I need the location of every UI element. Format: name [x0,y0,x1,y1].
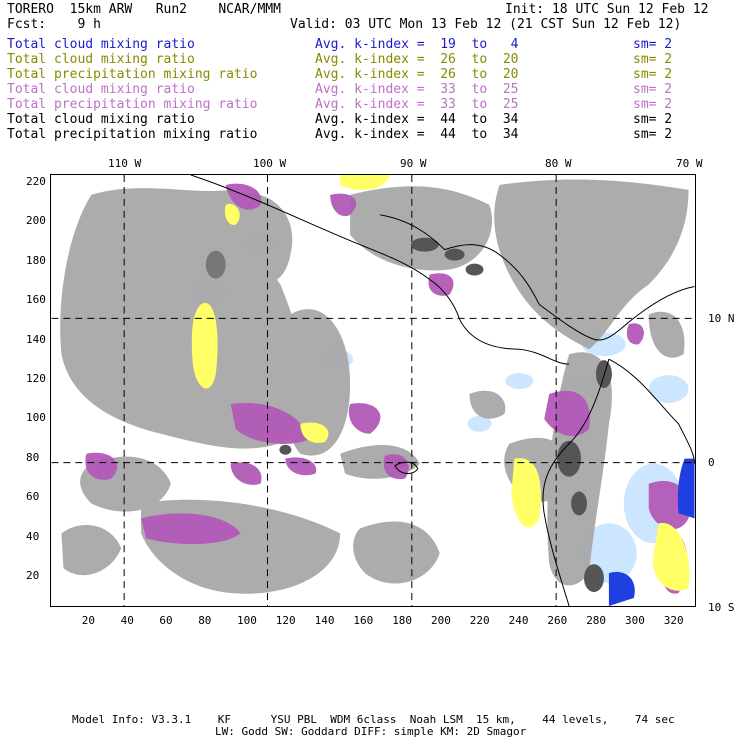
x-tick-label: 280 [586,614,607,627]
yellow-precip-areas [191,175,690,591]
y-tick-label: 40 [26,529,40,543]
x-tick-label: 160 [353,614,374,627]
y-tick-label: 80 [26,450,40,464]
purple-precip-areas [85,183,690,594]
legend-kindex: Avg. k-index = 26 to 20 [315,67,519,82]
lat-label-0: 0 [708,456,715,469]
model-title: TORERO 15km ARW Run2 NCAR/MMM [7,2,281,17]
model-info-line2: LW: Godd SW: Goddard DIFF: simple KM: 2D… [215,725,527,738]
y-tick-label: 220 [26,175,46,188]
legend-kindex: Avg. k-index = 19 to 4 [315,37,519,52]
lon-label-90w: 90 W [400,157,427,170]
lon-label-110w: 110 W [108,157,142,170]
init-time: Init: 18 UTC Sun 12 Feb 12 [505,2,709,17]
lon-label-100w: 100 W [253,157,287,170]
coastlines [190,175,695,606]
lat-label-10n: 10 N [708,312,735,325]
x-tick-label: 200 [431,614,451,627]
model-info-line1: Model Info: V3.3.1 KF YSU PBL WDM 6class… [72,713,675,726]
x-tick-label: 260 [547,614,568,627]
legend-field: Total precipitation mixing ratio [7,67,258,82]
x-tick-label: 120 [275,614,296,627]
valid-time: Valid: 03 UTC Mon 13 Feb 12 (21 CST Sun … [290,17,682,32]
forecast-hour: Fcst: 9 h [7,17,101,32]
y-tick-label: 60 [26,490,40,504]
legend-sm: sm= 2 [633,127,673,142]
legend-kindex: Avg. k-index = 33 to 25 [315,97,519,112]
x-tick-label: 100 [237,614,257,627]
y-tick-label: 160 [26,293,46,307]
y-tick-label: 140 [26,332,46,346]
legend-sm: sm= 2 [633,112,673,127]
legend-sm: sm= 2 [633,97,673,112]
legend-kindex: Avg. k-index = 44 to 34 [315,127,519,142]
lon-label-70w: 70 W [676,157,703,170]
legend-kindex: Avg. k-index = 26 to 20 [315,52,519,67]
legend-field: Total cloud mixing ratio [7,112,195,127]
y-tick-label: 200 [26,214,46,228]
x-tick-label: 60 [159,614,173,627]
lat-lon-grid [51,175,695,606]
blue-high-kindex-areas [608,458,695,606]
legend-sm: sm= 2 [633,37,673,52]
legend-sm: sm= 2 [633,82,673,97]
x-tick-label: 320 [663,614,684,627]
legend-field: Total precipitation mixing ratio [7,127,258,142]
gray-cloud-areas [60,179,689,594]
legend-kindex: Avg. k-index = 44 to 34 [315,112,519,127]
x-tick-label: 80 [198,614,212,627]
y-tick-label: 100 [26,411,46,425]
x-tick-label: 300 [625,614,645,627]
x-tick-label: 180 [392,614,413,627]
legend-field: Total precipitation mixing ratio [7,97,258,112]
lon-label-80w: 80 W [545,157,572,170]
x-tick-label: 20 [81,614,96,627]
legend-sm: sm= 2 [633,67,673,82]
y-tick-label: 180 [26,253,46,267]
x-tick-label: 220 [469,614,490,627]
x-tick-label: 140 [314,614,335,627]
legend-field: Total cloud mixing ratio [7,37,195,52]
x-tick-label: 240 [508,614,529,627]
map-panel [50,174,696,607]
legend-field: Total cloud mixing ratio [7,52,195,67]
legend-kindex: Avg. k-index = 33 to 25 [315,82,519,97]
x-tick-label: 40 [120,614,134,627]
legend-sm: sm= 2 [633,52,673,67]
legend-field: Total cloud mixing ratio [7,82,195,97]
lat-label-10s: 10 S [708,601,735,614]
y-tick-label: 120 [26,372,46,385]
y-tick-label: 20 [26,569,40,582]
